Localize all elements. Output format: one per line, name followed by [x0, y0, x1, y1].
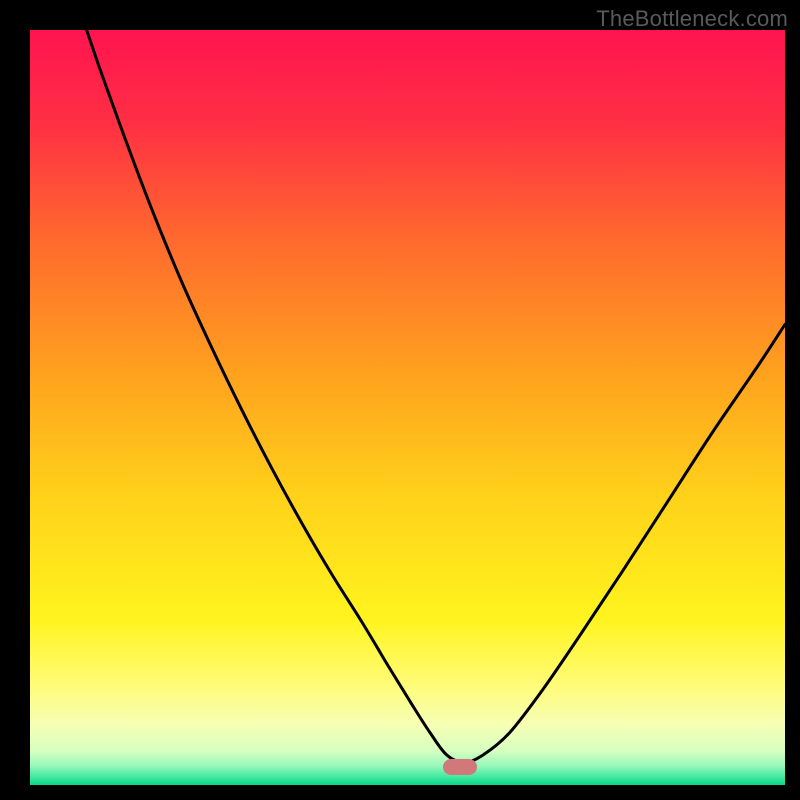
- watermark-text: TheBottleneck.com: [596, 6, 788, 32]
- minimum-marker: [443, 759, 477, 775]
- bottleneck-curve: [30, 30, 785, 770]
- plot-area: [30, 30, 785, 770]
